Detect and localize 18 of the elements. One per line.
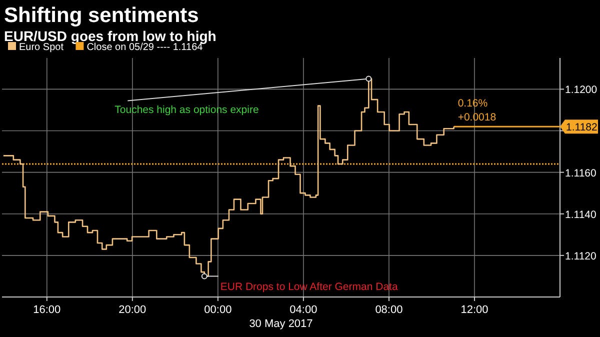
x-tick-label: 00:00 — [204, 304, 232, 316]
x-axis-title: 30 May 2017 — [249, 318, 313, 330]
annotation: +0.0018 — [458, 112, 496, 124]
x-tick-label: 20:00 — [118, 304, 146, 316]
chart-subtitle: EUR/USD goes from low to high — [4, 28, 216, 44]
y-tick-label: 1.1160 — [565, 167, 596, 180]
chart-title: Shifting sentiments — [4, 4, 199, 27]
y-tick-label: 1.1140 — [565, 208, 596, 221]
annotation: 0.16% — [458, 98, 488, 110]
legend-label: Euro Spot — [19, 42, 64, 53]
ref-line-label: 1.1182 — [566, 122, 598, 134]
x-tick-label: 12:00 — [460, 304, 488, 316]
x-tick-label: 16:00 — [33, 304, 61, 316]
x-tick-label: 08:00 — [375, 304, 403, 316]
y-tick-label: 1.1200 — [565, 84, 598, 96]
annotation: EUR Drops to Low After German Data — [220, 281, 398, 294]
y-tick-label: 1.1120 — [565, 250, 596, 262]
x-tick-label: 04:00 — [290, 304, 318, 316]
